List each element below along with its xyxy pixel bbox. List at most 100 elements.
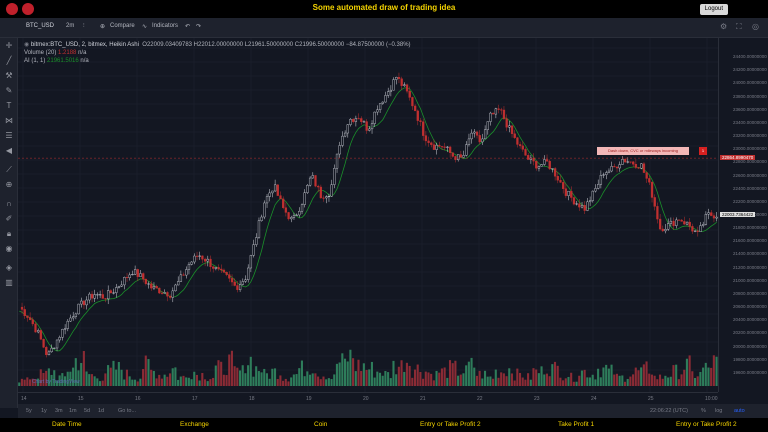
candle-body [470,132,473,140]
candle-body [300,204,304,212]
eye-icon[interactable]: ◉ [5,244,13,253]
pencil-lock-icon[interactable]: ✐ [5,214,13,223]
undo-icon[interactable]: ↶ [185,24,191,30]
candle-body [225,272,228,275]
volume-bar [214,365,217,386]
layers-icon[interactable]: ◈ [5,263,13,272]
range-1d[interactable]: 1d [98,408,105,414]
fullscreen-icon[interactable]: ⛶ [736,22,742,31]
candle-body [564,188,568,196]
volume-bar [212,377,215,386]
volume-bar [416,364,419,386]
range-1m[interactable]: 1m [69,408,77,414]
candle-body [710,212,713,216]
candle-body [136,269,139,277]
volume-bar [330,379,333,386]
volume-bar [201,372,204,386]
settings-icon[interactable]: ⚙ [720,22,728,31]
volume-bar [669,376,672,386]
trash-icon[interactable]: ▥ [5,278,13,287]
volume-bar [155,378,158,386]
chart-type-icon[interactable]: ⫶ [83,23,85,29]
price-label: 24000.00000000 [733,80,767,86]
text-icon[interactable]: T [6,101,12,110]
candle-body [45,347,48,356]
brush-icon[interactable]: ✎ [5,86,13,95]
goto-button[interactable]: Go to... [118,408,137,414]
candle-body [171,290,174,298]
screenshot-icon[interactable]: ◎ [752,22,759,31]
candle-body [400,78,403,86]
volume-bar [158,374,161,386]
volume-bar [109,367,112,386]
price-scale[interactable]: 24400.00000000 24200.00000000 24000.000000… [718,38,768,392]
candle-body [680,219,683,222]
candle-body [34,323,37,333]
pattern-icon[interactable]: ⋈ [5,116,13,125]
candle-body [688,221,691,227]
redo-icon[interactable]: ↷ [196,24,202,30]
candle-body [131,274,134,276]
range-5d[interactable]: 5d [84,408,91,414]
volume-bar [524,379,527,386]
candle-body [292,215,296,218]
volume-bar [255,366,258,386]
volume-bar [193,371,196,386]
volume-bar [131,379,134,386]
magnet-icon[interactable]: ∩ [6,199,12,208]
legend-eye-icon[interactable]: ◉ [24,42,31,48]
zoom-icon[interactable]: ⊕ [5,180,13,189]
price-label: 21200.00000000 [733,264,767,270]
indicators-button[interactable]: Indicators [152,23,179,29]
candle-body [597,184,600,189]
volume-bar [408,365,411,386]
percent-toggle[interactable]: % [701,408,706,414]
symbol-search[interactable]: BTC_USD [26,23,55,29]
price-label: 22200.00000000 [733,198,767,204]
alert-label[interactable]: Dash down, CVC or mileways incoming [597,147,689,155]
fib-icon[interactable]: ⚒ [5,71,13,80]
candle-body [166,292,169,297]
volume-bar [53,370,56,386]
volume-value-2: n/a [78,50,87,56]
ruler-icon[interactable]: ⟋ [6,165,12,174]
ai-label: AI (1, 1) [24,58,46,64]
volume-bar [597,368,600,386]
price-label: 22400.00000000 [733,185,767,191]
crosshair-icon[interactable]: ✛ [5,41,13,50]
volume-bar [354,371,357,386]
candle-body [346,124,349,134]
time-axis[interactable]: 14 15 16 17 18 19 20 21 22 23 24 25 10:00 [18,392,718,404]
range-3m[interactable]: 3m [55,408,63,414]
price-chart[interactable] [18,38,718,392]
logout-button[interactable]: Logout [699,4,728,15]
volume-bar [322,376,325,386]
candle-body [677,219,681,221]
volume-bar [333,374,336,386]
tradingview-watermark[interactable]: Chart by TradingView [32,379,80,385]
volume-bar [55,380,58,386]
candle-body [144,278,148,284]
candle-body [168,296,172,298]
lock-icon[interactable]: 🔒︎ [6,229,12,238]
arrow-icon[interactable]: ◀ [5,146,13,155]
alert-badge[interactable]: 1 [699,147,707,155]
candle-body [335,153,339,169]
range-5y[interactable]: 5y [26,408,32,414]
interval-selector[interactable]: 2m [66,23,75,29]
price-label: 20400.00000000 [733,317,767,323]
candle-body [497,108,500,110]
range-1y[interactable]: 1y [41,408,47,414]
candle-body [341,135,344,146]
candle-body [155,286,158,289]
time-label: 10:00 [705,396,718,402]
log-toggle[interactable]: log [715,408,723,414]
volume-bar [602,367,605,386]
forecast-icon[interactable]: ☰ [5,131,13,140]
compare-button[interactable]: Compare [110,23,135,29]
trendline-icon[interactable]: ╱ [6,56,12,65]
candle-body [338,145,341,155]
volume-bar [594,379,597,386]
auto-toggle[interactable]: auto [734,408,745,414]
volume-bar [171,368,174,386]
